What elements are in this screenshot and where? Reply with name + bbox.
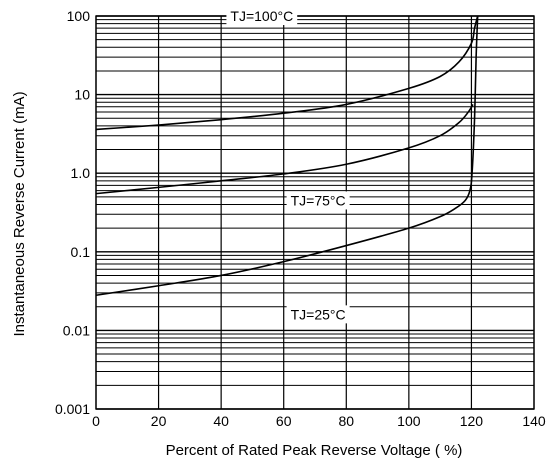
x-tick-label: 120: [460, 413, 484, 429]
x-tick-label: 20: [151, 413, 167, 429]
x-tick-label: 80: [338, 413, 354, 429]
x-axis-tick-labels: 0 20 40 60 80 100 120 140: [92, 413, 546, 429]
x-tick-label: 100: [397, 413, 421, 429]
x-tick-label: 40: [213, 413, 229, 429]
y-tick-label: 0.001: [55, 401, 90, 417]
series-label-bg-0: [226, 7, 298, 25]
plot-area-frame: [95, 15, 535, 410]
series-line-0: [95, 15, 479, 131]
series-label-bg-1: [286, 191, 350, 210]
x-axis-label: Percent of Rated Peak Reverse Voltage ( …: [166, 442, 463, 459]
x-tick-label: 60: [276, 413, 292, 429]
grid-minor-lines: [96, 19, 534, 386]
y-tick-label: 0.1: [71, 244, 91, 260]
series-line-1: [95, 104, 474, 195]
series-layer: TJ=100°C TJ=75°C TJ=25°C: [95, 7, 479, 324]
series-line-2: [95, 15, 479, 297]
y-tick-label: 100: [67, 8, 91, 24]
series-label-bg-2: [286, 305, 350, 324]
x-tick-label: 0: [92, 413, 100, 429]
y-tick-label: 1.0: [71, 165, 91, 181]
x-tick-label: 140: [522, 413, 546, 429]
series-label-1: TJ=75°C: [291, 192, 346, 208]
series-label-0: TJ=100°C: [230, 8, 293, 24]
y-axis-tick-labels: 0.001 0.01 0.1 1.0 10 100: [55, 8, 90, 417]
y-tick-label: 0.01: [63, 322, 90, 338]
y-tick-label: 10: [74, 87, 90, 103]
grid-major-lines: [95, 15, 535, 410]
y-axis-label: Instantaneous Reverse Current (mA): [11, 91, 28, 336]
series-label-2: TJ=25°C: [291, 306, 346, 322]
